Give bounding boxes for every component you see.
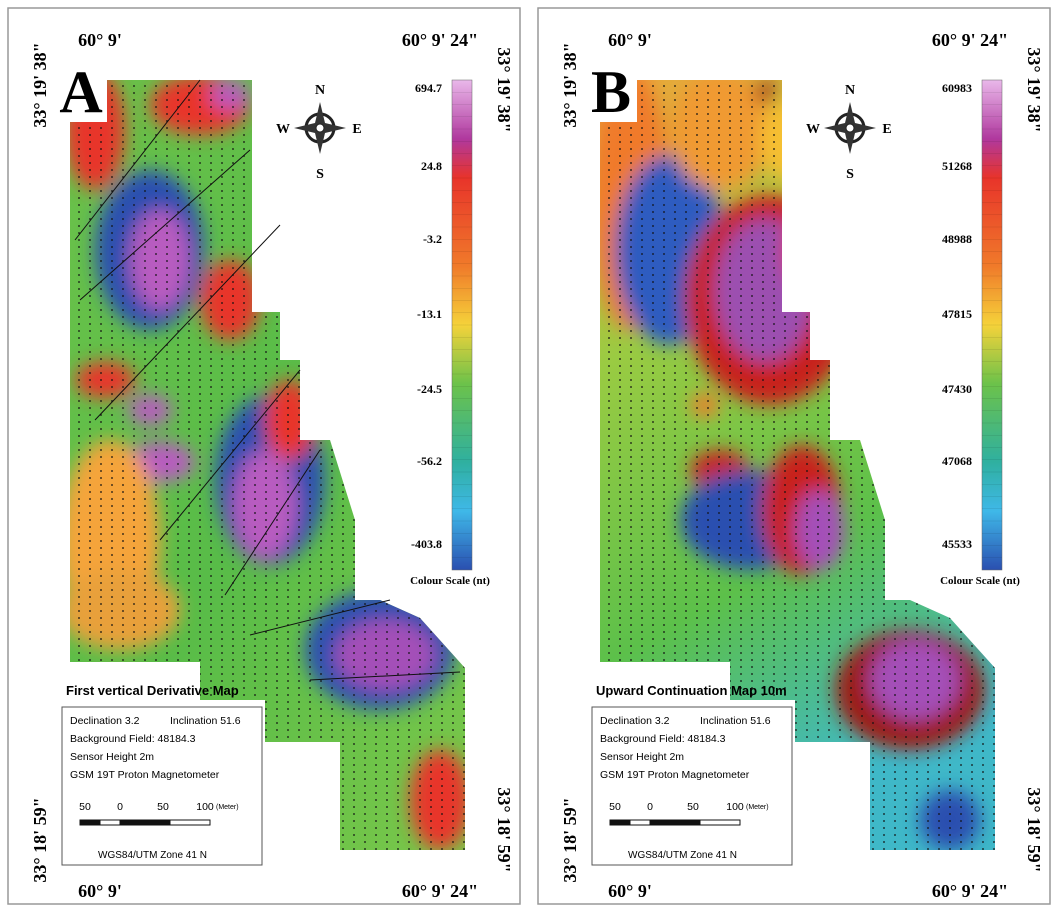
map-title: First vertical Derivative Map [66,683,239,698]
info-line: GSM 19T Proton Magnetometer [600,769,750,781]
colour-scale-caption: Colour Scale (nt) [410,575,490,587]
scale-label: 100 [726,801,744,813]
colour-scale-label: 24.8 [421,159,442,173]
scale-segment [629,819,651,826]
panel-letter-box [585,60,637,122]
compass-center [845,123,855,133]
colour-scale-label: 47815 [942,307,972,321]
coord-label: 60° 9' [608,881,652,901]
lineament [224,449,321,596]
scale-segment [649,819,701,826]
lineament [94,224,281,421]
coord-label: 33° 18' 59" [494,787,514,872]
info-line: GSM 19T Proton Magnetometer [70,769,220,781]
coord-label: 60° 9' [78,881,122,901]
compass-s: S [316,167,324,182]
compass-s: S [846,167,854,182]
coord-label: 60° 9' [608,30,652,50]
lineament [79,149,251,301]
scale-unit: (Meter) [746,804,769,811]
info-line: Sensor Height 2m [70,751,154,763]
scale-segment [119,819,171,826]
colour-scale-label: 60983 [942,81,972,95]
projection: WGS84/UTM Zone 41 N [98,850,207,861]
colour-scale-caption: Colour Scale (nt) [940,575,1020,587]
coord-label: 60° 9' 24" [402,30,478,50]
colour-scale-label: 48988 [942,232,972,246]
coord-label: 60° 9' 24" [932,30,1008,50]
scale-label: 50 [157,801,169,813]
compass-w: W [276,122,290,137]
coord-label: 33° 18' 59" [30,797,50,882]
panel-letter: A [59,59,102,125]
coord-label: 60° 9' 24" [402,881,478,901]
panel-letter: B [591,59,631,125]
map-panel: A 60° 9' 60° 9' 24" 60° 9' 60° 9' 24" 33° 19'… [7,7,521,905]
scale-label: 50 [79,801,91,813]
info-line: Inclination 51.6 [170,715,241,727]
lineament [249,599,391,636]
colour-scale-label: 47068 [942,454,972,468]
lineament [74,79,201,241]
info-line: Sensor Height 2m [600,751,684,763]
colour-bar [451,79,473,571]
panel-letter-box [55,60,107,122]
lineament [159,369,301,541]
coord-label: 33° 18' 59" [1024,787,1044,872]
scale-segment [169,819,211,826]
colour-bar [981,79,1003,571]
compass-e: E [882,122,891,137]
coord-label: 33° 19' 38" [1024,47,1044,132]
scale-segment [79,819,101,826]
compass: N S W E [806,83,892,182]
compass-center [315,123,325,133]
colour-scale-label: -403.8 [411,537,442,551]
compass-e: E [352,122,361,137]
scale-unit: (Meter) [216,804,239,811]
coord-label: 33° 19' 38" [560,42,580,127]
info-line: Background Field: 48184.3 [600,733,726,745]
colour-scale-label: -13.1 [417,307,442,321]
coord-label: 33° 18' 59" [560,797,580,882]
colour-scale-label: -3.2 [423,232,442,246]
compass: N S W E [276,83,362,182]
coord-label: 33° 19' 38" [30,42,50,127]
compass-n: N [315,83,325,98]
colour-scale-label: 47430 [942,382,972,396]
colour-scale-label: 45533 [942,537,972,551]
projection: WGS84/UTM Zone 41 N [628,850,737,861]
scale-label: 100 [196,801,214,813]
coord-label: 60° 9' [78,30,122,50]
colour-scale-label: -56.2 [417,454,442,468]
info-box [591,706,793,866]
scale-label: 0 [647,801,653,813]
info-line: Inclination 51.6 [700,715,771,727]
colour-scale-label: 694.7 [415,81,442,95]
coord-label: 60° 9' 24" [932,881,1008,901]
compass-n: N [845,83,855,98]
map-panel: B 60° 9' 60° 9' 24" 60° 9' 60° 9' 24" 33° 19'… [537,7,1051,905]
scale-label: 0 [117,801,123,813]
scale-segment [609,819,631,826]
scale-segment [99,819,121,826]
lineament [309,671,461,681]
scale-label: 50 [609,801,621,813]
info-box [61,706,263,866]
coord-label: 33° 19' 38" [494,47,514,132]
info-line: Declination 3.2 [600,715,670,727]
colour-scale-label: -24.5 [417,382,442,396]
colour-scale-label: 51268 [942,159,972,173]
info-line: Declination 3.2 [70,715,140,727]
map-title: Upward Continuation Map 10m [596,683,787,698]
scale-label: 50 [687,801,699,813]
scale-segment [699,819,741,826]
compass-w: W [806,122,820,137]
info-line: Background Field: 48184.3 [70,733,196,745]
